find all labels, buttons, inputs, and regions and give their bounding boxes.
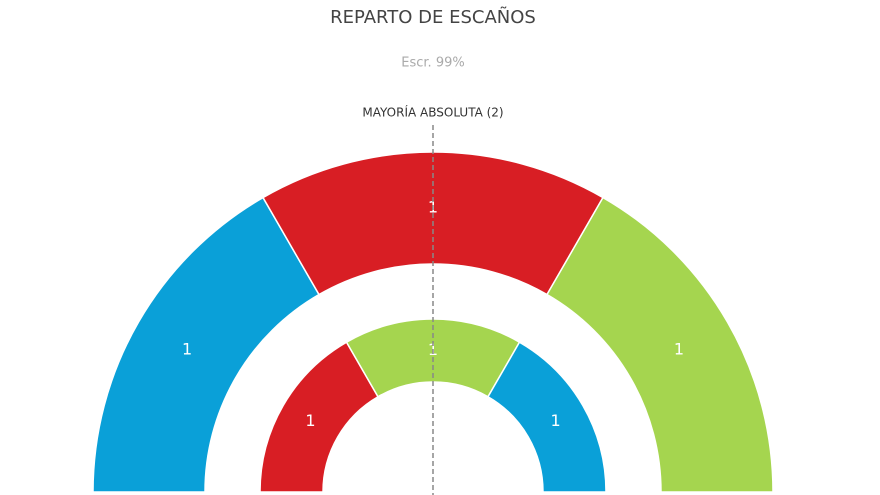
seat-label: 1 — [305, 411, 315, 430]
seat-label: 1 — [182, 340, 192, 359]
chart-subtitle: Escr. 99% — [401, 56, 464, 71]
seat-label: 1 — [550, 411, 560, 430]
chart-title: REPARTO DE ESCAÑOS — [330, 6, 536, 28]
seat-segment — [92, 196, 321, 493]
seat-segment — [545, 196, 774, 493]
seat-segment — [486, 341, 607, 493]
majority-label: MAYORÍA ABSOLUTA (2) — [362, 105, 503, 120]
seat-label: 1 — [674, 340, 684, 359]
